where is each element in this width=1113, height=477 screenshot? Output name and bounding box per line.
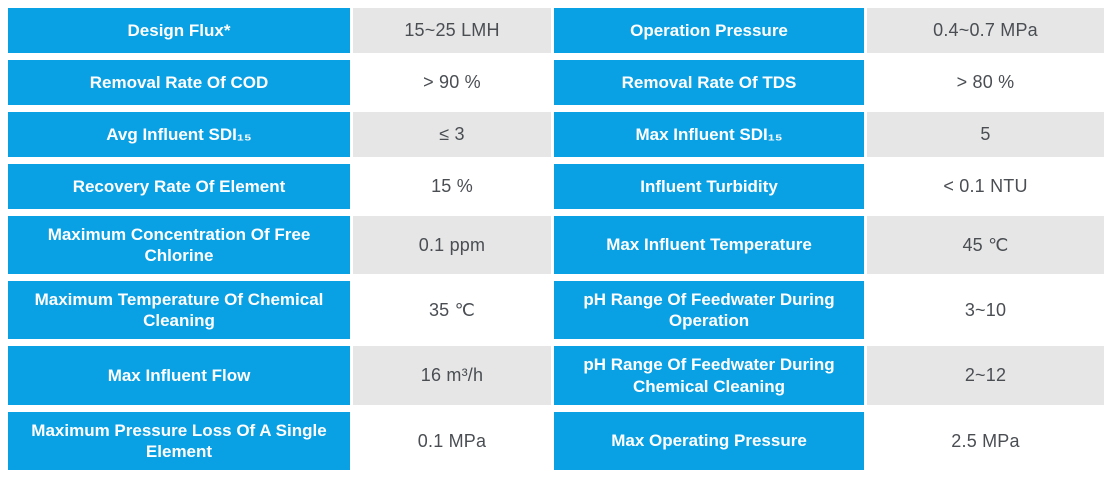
spec-label-max-free-chlorine: Maximum Concentration Of Free Chlorine bbox=[8, 216, 350, 274]
spec-value-recovery-rate: 15 % bbox=[353, 164, 551, 209]
spec-table: Design Flux* 15~25 LMH Operation Pressur… bbox=[8, 8, 1104, 470]
spec-label-max-cleaning-temp: Maximum Temperature Of Chemical Cleaning bbox=[8, 281, 350, 339]
spec-value-removal-rate-tds: > 80 % bbox=[867, 60, 1104, 105]
spec-label-avg-influent-sdi15: Avg Influent SDI₁₅ bbox=[8, 112, 350, 157]
spec-value-max-influent-temp: 45 ℃ bbox=[867, 216, 1104, 274]
spec-label-design-flux: Design Flux* bbox=[8, 8, 350, 53]
spec-value-max-influent-sdi15: 5 bbox=[867, 112, 1104, 157]
spec-label-max-operating-pressure: Max Operating Pressure bbox=[554, 412, 864, 470]
spec-label-influent-turbidity: Influent Turbidity bbox=[554, 164, 864, 209]
spec-label-max-influent-flow: Max Influent Flow bbox=[8, 346, 350, 405]
spec-value-max-cleaning-temp: 35 ℃ bbox=[353, 281, 551, 339]
spec-label-operation-pressure: Operation Pressure bbox=[554, 8, 864, 53]
spec-value-max-influent-flow: 16 m³/h bbox=[353, 346, 551, 405]
spec-label-ph-chemical-cleaning: pH Range Of Feedwater During Chemical Cl… bbox=[554, 346, 864, 405]
spec-value-avg-influent-sdi15: ≤ 3 bbox=[353, 112, 551, 157]
spec-value-operation-pressure: 0.4~0.7 MPa bbox=[867, 8, 1104, 53]
spec-label-max-influent-temp: Max Influent Temperature bbox=[554, 216, 864, 274]
spec-label-recovery-rate: Recovery Rate Of Element bbox=[8, 164, 350, 209]
spec-value-max-pressure-loss: 0.1 MPa bbox=[353, 412, 551, 470]
spec-value-max-free-chlorine: 0.1 ppm bbox=[353, 216, 551, 274]
spec-value-max-operating-pressure: 2.5 MPa bbox=[867, 412, 1104, 470]
spec-value-design-flux: 15~25 LMH bbox=[353, 8, 551, 53]
spec-label-max-influent-sdi15: Max Influent SDI₁₅ bbox=[554, 112, 864, 157]
spec-label-max-pressure-loss: Maximum Pressure Loss Of A Single Elemen… bbox=[8, 412, 350, 470]
spec-value-influent-turbidity: < 0.1 NTU bbox=[867, 164, 1104, 209]
spec-value-ph-operation: 3~10 bbox=[867, 281, 1104, 339]
spec-value-ph-chemical-cleaning: 2~12 bbox=[867, 346, 1104, 405]
spec-label-removal-rate-tds: Removal Rate Of TDS bbox=[554, 60, 864, 105]
spec-label-removal-rate-cod: Removal Rate Of COD bbox=[8, 60, 350, 105]
spec-value-removal-rate-cod: > 90 % bbox=[353, 60, 551, 105]
spec-label-ph-operation: pH Range Of Feedwater During Operation bbox=[554, 281, 864, 339]
